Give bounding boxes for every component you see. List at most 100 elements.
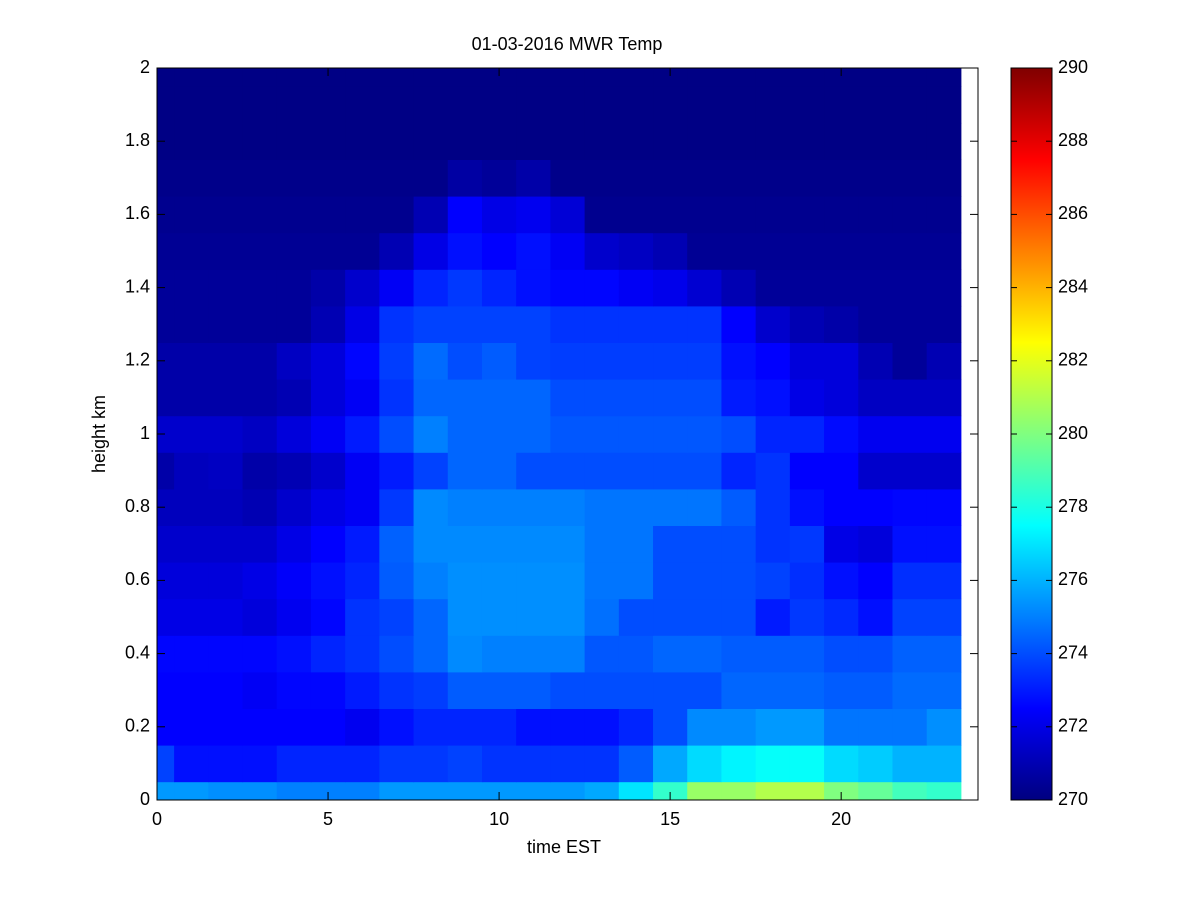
heat-cell	[413, 781, 449, 800]
heat-cell	[174, 452, 209, 490]
heat-cell	[789, 269, 825, 307]
heat-cell	[345, 86, 380, 124]
heat-cell	[481, 562, 517, 600]
y-tick-label: 1.2	[125, 350, 150, 370]
heat-cell	[892, 415, 928, 453]
heat-cell	[892, 745, 928, 783]
y-tick-label: 1.4	[125, 276, 150, 296]
heat-cell	[345, 159, 380, 197]
heat-cell	[345, 562, 380, 600]
heat-cell	[276, 86, 312, 124]
heat-cell	[379, 269, 415, 307]
heat-cell	[892, 635, 928, 673]
heat-cell	[516, 269, 551, 307]
heat-cell	[379, 562, 415, 600]
heat-cell	[584, 305, 620, 343]
heat-cell	[618, 196, 654, 234]
heat-cell	[824, 452, 859, 490]
heat-cell	[174, 671, 209, 709]
heat-cell	[174, 745, 209, 783]
heat-cell	[755, 598, 791, 636]
heat-cell	[550, 525, 586, 563]
heat-cell	[310, 232, 346, 270]
heat-cell	[824, 745, 859, 783]
heat-cell	[481, 598, 517, 636]
heat-cell	[516, 159, 551, 197]
heat-cell	[858, 196, 893, 234]
heat-cell	[481, 196, 517, 234]
heat-cell	[550, 598, 586, 636]
heat-cell	[345, 122, 380, 160]
heat-cell	[174, 635, 209, 673]
heat-cell	[550, 415, 586, 453]
heat-cell	[157, 305, 175, 343]
heat-cell	[721, 708, 757, 746]
heat-cell	[276, 342, 312, 380]
heat-cell	[721, 159, 757, 197]
heat-cell	[721, 781, 757, 800]
heat-cell	[379, 452, 415, 490]
heat-cell	[824, 68, 859, 87]
heat-cell	[618, 525, 654, 563]
heat-cell	[550, 745, 586, 783]
heat-cell	[345, 305, 380, 343]
heat-cell	[687, 305, 722, 343]
heat-cell	[516, 525, 551, 563]
heat-cell	[789, 598, 825, 636]
y-tick-label: 0.4	[125, 642, 150, 662]
heat-cell	[208, 269, 244, 307]
heat-cell	[157, 598, 175, 636]
heat-cell	[789, 122, 825, 160]
heat-cell	[618, 671, 654, 709]
heat-cell	[858, 562, 893, 600]
heat-cell	[208, 86, 244, 124]
heat-cell	[584, 86, 620, 124]
heat-cell	[345, 379, 380, 417]
heat-cell	[926, 708, 962, 746]
heat-cell	[208, 68, 244, 87]
heat-cell	[208, 781, 244, 800]
heat-cell	[413, 525, 449, 563]
colorbar-tick-label: 274	[1058, 642, 1088, 662]
heat-cell	[618, 122, 654, 160]
heat-cell	[516, 635, 551, 673]
heat-cell	[550, 452, 586, 490]
heat-cell	[687, 232, 722, 270]
heat-cell	[653, 708, 688, 746]
heat-cell	[276, 122, 312, 160]
heat-cell	[157, 562, 175, 600]
heat-cell	[618, 305, 654, 343]
heat-cell	[926, 305, 962, 343]
heat-cell	[447, 671, 483, 709]
heat-cell	[618, 635, 654, 673]
heat-cell	[653, 452, 688, 490]
heat-cell	[242, 488, 278, 526]
heat-cell	[687, 781, 722, 800]
heat-cell	[174, 305, 209, 343]
heat-cell	[310, 86, 346, 124]
heat-cell	[157, 269, 175, 307]
heat-cell	[242, 86, 278, 124]
heat-cell	[858, 488, 893, 526]
heat-cell	[755, 488, 791, 526]
heat-cell	[447, 379, 483, 417]
heat-cell	[858, 122, 893, 160]
y-tick-label: 0	[140, 789, 150, 809]
heat-cell	[174, 562, 209, 600]
heat-cell	[653, 86, 688, 124]
heat-cell	[242, 196, 278, 234]
heat-cell	[447, 562, 483, 600]
heat-cell	[447, 269, 483, 307]
heat-cell	[789, 452, 825, 490]
heat-cell	[892, 781, 928, 800]
heat-cell	[721, 232, 757, 270]
colorbar-tick-label: 280	[1058, 423, 1088, 443]
heat-cell	[242, 671, 278, 709]
heat-cell	[755, 269, 791, 307]
heat-cell	[345, 708, 380, 746]
heat-cell	[208, 562, 244, 600]
heat-cell	[584, 708, 620, 746]
heat-cell	[926, 379, 962, 417]
heat-cell	[242, 708, 278, 746]
heat-cell	[447, 488, 483, 526]
